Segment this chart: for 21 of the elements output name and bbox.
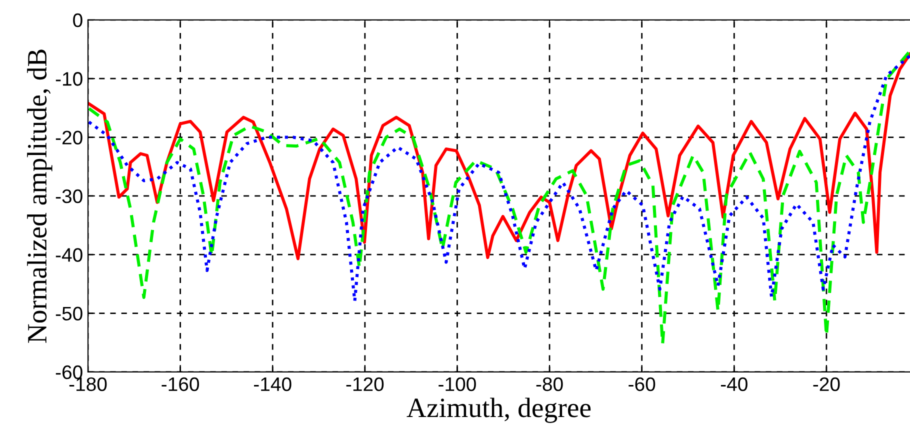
x-tick-label: -60 <box>628 377 656 392</box>
x-tick-label: -80 <box>536 377 563 392</box>
x-tick-label: -180 <box>69 377 107 392</box>
y-axis-title: Normalized amplitude, dB <box>27 50 52 343</box>
x-tick-label: -120 <box>346 377 384 392</box>
y-tick-label: -50 <box>56 306 82 321</box>
y-tick-label: -20 <box>56 130 82 144</box>
x-axis-title: Azimuth, degree <box>406 398 591 423</box>
x-tick-label: -160 <box>162 377 200 392</box>
y-tick-label: -10 <box>56 72 82 86</box>
line-series <box>88 54 910 302</box>
x-tick-label: -20 <box>813 377 840 392</box>
x-tick-label: -100 <box>438 377 476 392</box>
line-series <box>88 49 910 346</box>
y-tick-label: -30 <box>56 189 82 204</box>
y-tick-label: -60 <box>56 365 82 380</box>
x-tick-label: -40 <box>720 377 748 392</box>
y-tick-label: 0 <box>73 13 82 28</box>
line-series <box>88 52 910 260</box>
x-tick-label: -140 <box>254 377 292 392</box>
y-tick-label: -40 <box>56 248 82 262</box>
